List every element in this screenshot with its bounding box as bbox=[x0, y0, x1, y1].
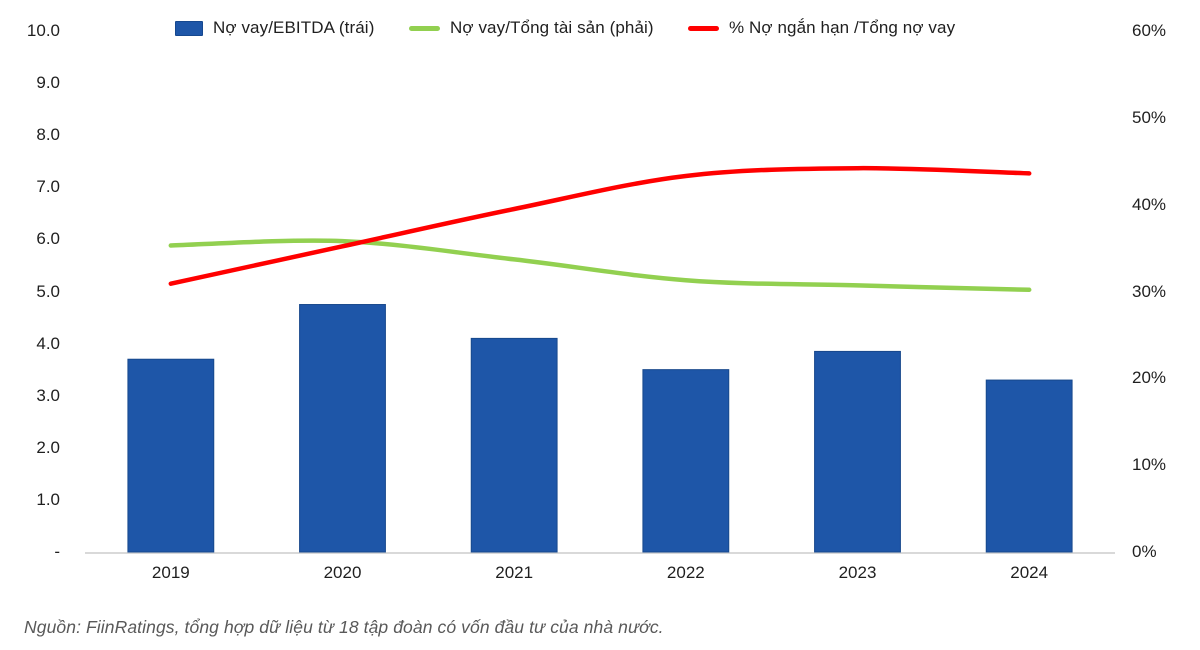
y2-axis-tick-label: 40% bbox=[1132, 194, 1167, 214]
legend-label: Nợ vay/EBITDA (trái) bbox=[213, 18, 375, 37]
x-axis-tick-label: 2022 bbox=[666, 563, 705, 582]
x-axis-tick-label: 2021 bbox=[495, 563, 534, 582]
x-axis-tick-label: 2020 bbox=[323, 563, 362, 582]
y-axis-tick-label: 1.0 bbox=[36, 489, 60, 509]
y-axis-tick-label: - bbox=[54, 542, 60, 561]
y2-axis-tick-label: 20% bbox=[1132, 368, 1167, 388]
y-axis-tick-label: 8.0 bbox=[36, 125, 60, 145]
legend-label: % Nợ ngắn hạn /Tổng nợ vay bbox=[729, 18, 956, 37]
legend-item-no-ngan-han: % Nợ ngắn hạn /Tổng nợ vay bbox=[688, 18, 955, 38]
y-axis-tick-label: 7.0 bbox=[36, 177, 60, 197]
x-axis-tick-label: 2024 bbox=[1010, 563, 1049, 582]
bar-series-swatch bbox=[175, 20, 203, 36]
y-axis-tick-label: 3.0 bbox=[36, 385, 60, 405]
legend-item-no-vay-ebitda: Nợ vay/EBITDA (trái) bbox=[175, 18, 374, 38]
bar-2024 bbox=[985, 379, 1073, 553]
line-series-1 bbox=[168, 165, 1032, 286]
y2-axis-tick-label: 30% bbox=[1132, 281, 1167, 301]
line-series-0 bbox=[168, 238, 1032, 293]
y2-axis-tick-label: 60% bbox=[1132, 21, 1167, 40]
bar-2022 bbox=[642, 369, 730, 553]
green-line-swatch bbox=[409, 25, 440, 31]
y-axis-tick-label: 6.0 bbox=[36, 229, 60, 249]
y2-axis-tick-label: 0% bbox=[1132, 542, 1157, 561]
bar-2023 bbox=[814, 350, 901, 553]
x-axis-tick-label: 2019 bbox=[151, 563, 190, 582]
bar-2019 bbox=[127, 358, 215, 553]
x-axis-tick-label: 2023 bbox=[838, 563, 877, 582]
y-axis-tick-label: 4.0 bbox=[36, 333, 60, 353]
legend-item-no-vay-tong-tai-san: Nợ vay/Tổng tài sản (phải) bbox=[409, 18, 654, 38]
red-line-swatch bbox=[688, 25, 719, 31]
y2-axis-tick-label: 10% bbox=[1132, 455, 1167, 475]
source-note: Nguồn: FiinRatings, tổng hợp dữ liệu từ … bbox=[24, 617, 664, 637]
bar-2021 bbox=[470, 337, 558, 553]
chart-legend: Nợ vay/EBITDA (trái) Nợ vay/Tổng tài sản… bbox=[0, 0, 1200, 40]
y-axis-tick-label: 2.0 bbox=[36, 437, 60, 457]
y-axis-tick-label: 9.0 bbox=[36, 73, 60, 93]
y2-axis-tick-label: 50% bbox=[1132, 107, 1167, 127]
bar-2020 bbox=[299, 304, 386, 553]
legend-label: Nợ vay/Tổng tài sản (phải) bbox=[450, 18, 654, 37]
y-axis-tick-label: 5.0 bbox=[36, 281, 60, 301]
y-axis-tick-label: 10.0 bbox=[26, 21, 60, 40]
